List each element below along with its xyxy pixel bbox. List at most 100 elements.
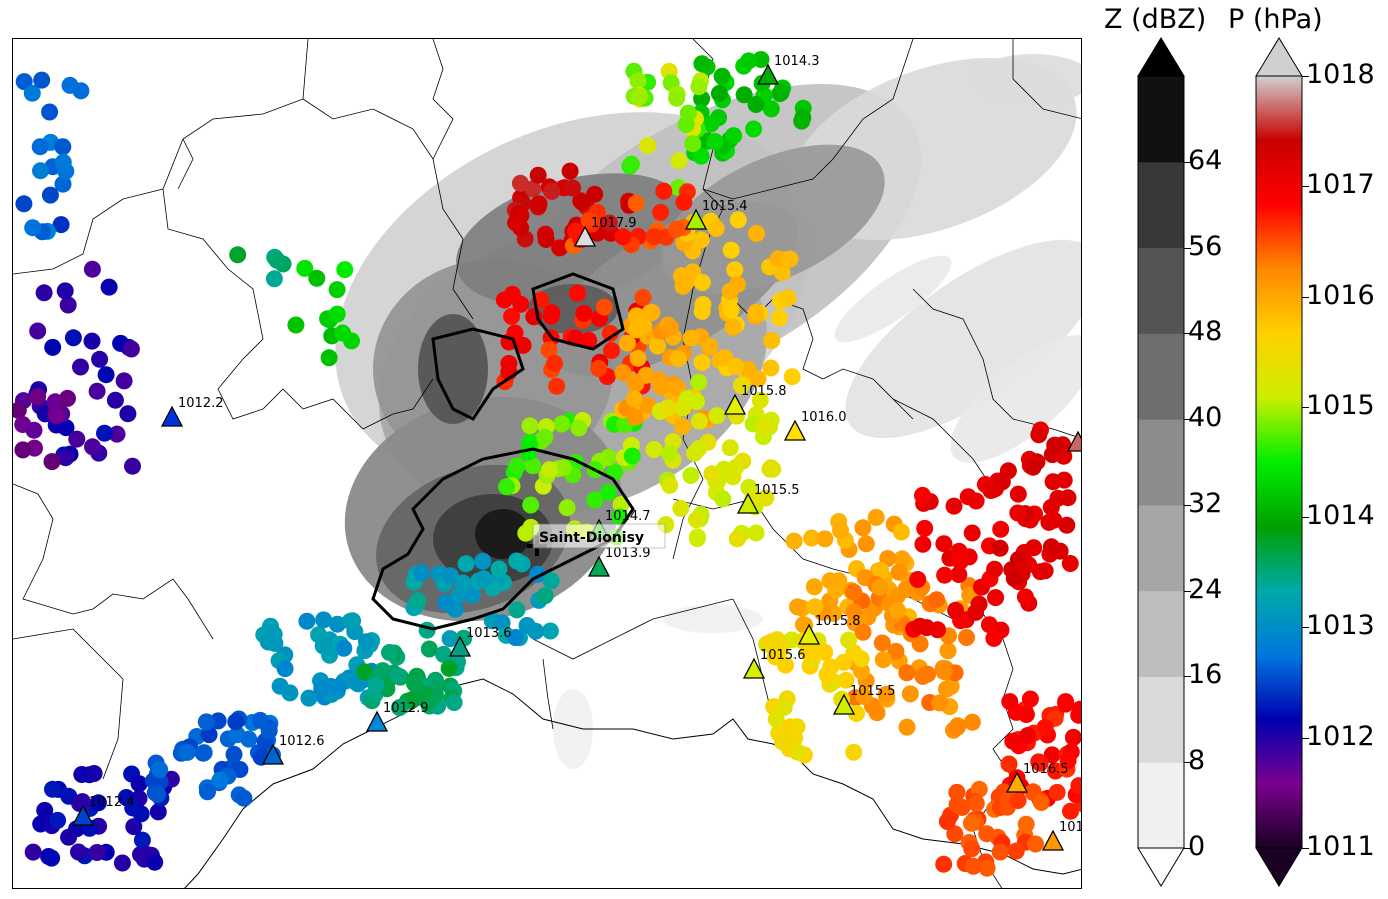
weather-station[interactable]: 1013.6 bbox=[448, 626, 512, 657]
weather-station[interactable]: 1015.8 bbox=[723, 384, 787, 415]
weather-station[interactable]: 1016.0 bbox=[783, 410, 847, 441]
pressure-observation-dot bbox=[991, 843, 1009, 861]
weather-station[interactable]: 1014.3 bbox=[756, 54, 820, 85]
pressure-observation-dot bbox=[106, 391, 124, 409]
pressure-observation-dot bbox=[595, 298, 613, 316]
weather-station[interactable]: 1012.4 bbox=[71, 795, 135, 826]
weather-station[interactable]: 1012.9 bbox=[365, 701, 429, 732]
pressure-observation-dot bbox=[108, 425, 126, 443]
reflectivity-tick-mark bbox=[1184, 247, 1191, 249]
station-pressure-label: 1013.9 bbox=[605, 546, 651, 561]
reflectivity-tick-mark bbox=[1184, 333, 1191, 335]
pressure-observation-dot bbox=[722, 241, 740, 259]
pressure-observation-dot bbox=[837, 671, 855, 689]
weather-station[interactable]: 1015.5 bbox=[832, 684, 896, 715]
pressure-observation-dot bbox=[43, 453, 61, 471]
pressure-observation-dot bbox=[149, 803, 167, 821]
reflectivity-tick-mark bbox=[1184, 161, 1191, 163]
pressure-observation-dot bbox=[575, 304, 593, 322]
pressure-observation-dot bbox=[706, 133, 724, 150]
stations-layer: 1014.3 1015.4 1017.9 1012.2 1015.8 1016.0 1017… bbox=[71, 54, 1082, 851]
map-canvas[interactable]: 1014.3 1015.4 1017.9 1012.2 1015.8 1016.0 1017… bbox=[13, 39, 1082, 889]
weather-station[interactable]: 1016.6 bbox=[1041, 820, 1082, 851]
pressure-observation-dot bbox=[133, 831, 151, 849]
pressure-observation-dot bbox=[682, 467, 700, 484]
weather-station[interactable]: 1016.5 bbox=[1005, 762, 1069, 793]
pressure-observation-dot bbox=[916, 519, 934, 537]
pressure-observation-dot bbox=[629, 72, 647, 90]
pressure-observation-dot bbox=[1021, 690, 1039, 708]
pressure-tick-mark bbox=[1302, 737, 1309, 739]
pressure-observation-dot bbox=[909, 571, 927, 588]
location-marker[interactable]: Saint-Dionisy bbox=[527, 523, 666, 556]
weather-station[interactable]: 1017.9 bbox=[573, 216, 637, 247]
pressure-observation-dot bbox=[548, 377, 566, 395]
pressure-observation-dot bbox=[420, 640, 438, 658]
pressure-observation-dot bbox=[781, 250, 799, 268]
pressure-observation-dot bbox=[122, 340, 140, 358]
pressure-observation-dot bbox=[684, 135, 702, 153]
pressure-observation-dot bbox=[281, 684, 299, 702]
weather-station[interactable]: 1012.2 bbox=[160, 396, 224, 427]
pressure-observation-dot bbox=[59, 296, 77, 314]
pressure-observation-dot bbox=[524, 180, 542, 198]
weather-station[interactable]: 1015.4 bbox=[684, 199, 748, 230]
reflectivity-tick-label: 40 bbox=[1188, 402, 1223, 434]
reflectivity-tick-label: 56 bbox=[1188, 230, 1223, 262]
location-label-box bbox=[532, 523, 666, 549]
pressure-observation-dot bbox=[83, 260, 101, 278]
pressure-observation-dot bbox=[68, 430, 86, 448]
pressure-observation-dot bbox=[537, 231, 555, 248]
pressure-observation-dot bbox=[440, 659, 458, 677]
pressure-tick-label: 1018 bbox=[1306, 59, 1375, 90]
weather-station[interactable]: 1015.6 bbox=[742, 648, 806, 679]
map-panel[interactable]: 1014.3 1015.4 1017.9 1012.2 1015.8 1016.0 1017… bbox=[12, 38, 1082, 889]
pressure-observation-dot bbox=[336, 261, 354, 279]
pressure-observation-dot bbox=[603, 342, 620, 359]
pressure-observation-dot bbox=[1061, 555, 1079, 572]
pressure-observation-dot bbox=[871, 578, 889, 596]
weather-station[interactable]: 1015.8 bbox=[797, 614, 861, 645]
reflectivity-color-segment bbox=[1138, 247, 1184, 334]
pressure-observation-dot bbox=[474, 552, 492, 570]
weather-station[interactable]: 1015.5 bbox=[736, 483, 800, 514]
pressure-observation-dot bbox=[692, 147, 710, 165]
weather-station[interactable]: 1013.9 bbox=[587, 546, 651, 577]
pressure-observation-dot bbox=[551, 239, 569, 257]
pressure-observation-dot bbox=[72, 358, 89, 376]
pressure-observation-dot bbox=[561, 162, 579, 180]
pressure-observation-dot bbox=[1059, 752, 1077, 769]
pressure-observation-dot bbox=[855, 688, 873, 705]
station-triangle-icon bbox=[1005, 771, 1029, 793]
pressure-observation-dot bbox=[901, 685, 919, 703]
station-pressure-label: 1017.9 bbox=[591, 216, 637, 231]
pressure-observation-dot bbox=[991, 539, 1009, 557]
pressure-observation-dot bbox=[914, 535, 932, 553]
pressure-observation-dot bbox=[60, 828, 78, 846]
pressure-observation-dot bbox=[772, 84, 790, 102]
station-pressure-label: 1015.5 bbox=[754, 483, 800, 498]
pressure-observation-dot bbox=[672, 499, 690, 517]
pressure-tick-label: 1016 bbox=[1306, 279, 1375, 311]
pressure-tick-label: 1013 bbox=[1306, 610, 1375, 642]
pressure-observation-dot bbox=[779, 289, 797, 307]
reflectivity-tick-label: 8 bbox=[1188, 745, 1206, 777]
pressure-observation-dot bbox=[939, 642, 957, 660]
pressure-observation-dot bbox=[124, 457, 141, 475]
pressure-observation-dot bbox=[707, 220, 725, 237]
pressure-observation-dot bbox=[296, 259, 314, 277]
pressure-observation-dot bbox=[1032, 794, 1050, 811]
pressure-observation-dot bbox=[626, 373, 644, 391]
pressure-observation-dot bbox=[635, 317, 653, 335]
pressure-observation-dot bbox=[517, 524, 535, 542]
pressure-tick-mark bbox=[1302, 517, 1309, 519]
pressure-observation-dot bbox=[629, 349, 647, 367]
station-pressure-label: 1012.2 bbox=[178, 396, 224, 411]
pressure-observation-dot bbox=[265, 270, 283, 288]
weather-station[interactable]: 1012.6 bbox=[261, 734, 325, 765]
pressure-observation-dot bbox=[558, 499, 576, 517]
pressure-observation-dot bbox=[845, 583, 863, 601]
pressure-observation-dot bbox=[529, 166, 547, 184]
weather-station[interactable]: 1017.8 bbox=[1066, 421, 1082, 452]
station-triangle-icon bbox=[71, 804, 95, 826]
